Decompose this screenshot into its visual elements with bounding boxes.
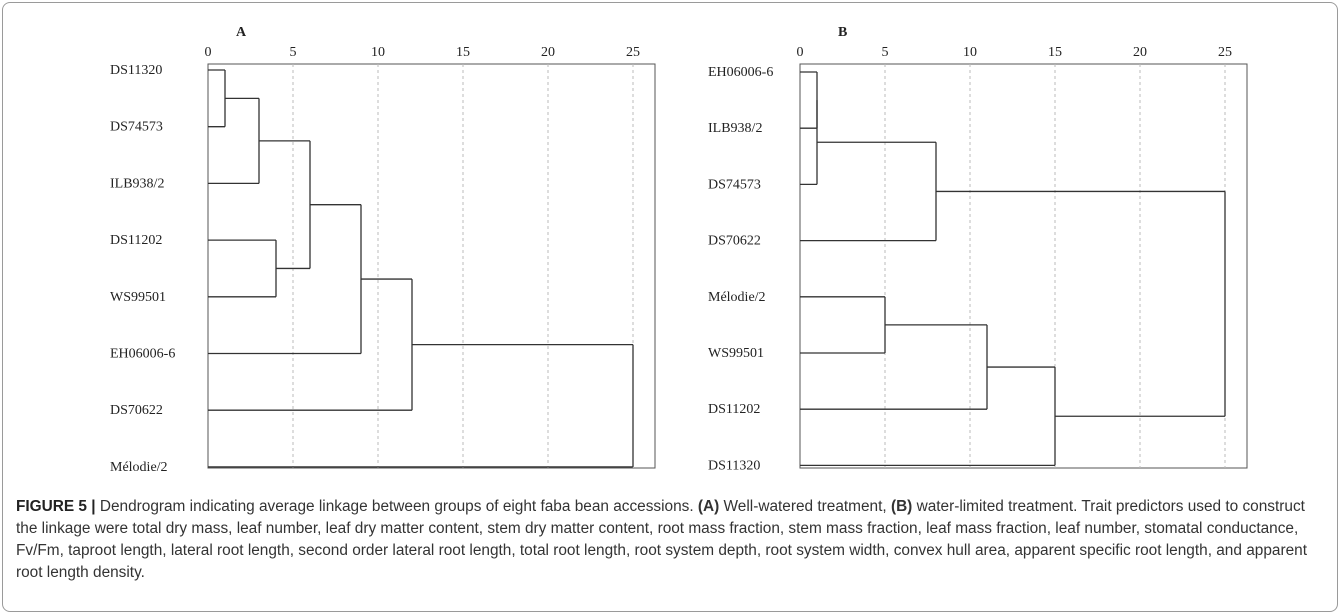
caption-a-label: (A) xyxy=(697,498,720,515)
x-tick-label: 0 xyxy=(797,45,804,60)
x-tick-label: 25 xyxy=(626,45,640,60)
figure-caption: FIGURE 5 | Dendrogram indicating average… xyxy=(16,496,1328,584)
panel-label: B xyxy=(838,25,847,40)
leaf-label: Mélodie/2 xyxy=(708,290,766,305)
leaf-label: DS74573 xyxy=(110,120,163,135)
panel-label: A xyxy=(236,25,247,40)
caption-b-label: (B) xyxy=(890,498,913,515)
leaf-label: DS70622 xyxy=(708,234,761,249)
x-tick-label: 15 xyxy=(456,45,470,60)
caption-a-text: Well-watered treatment, xyxy=(719,498,891,515)
x-tick-label: 10 xyxy=(371,45,385,60)
caption-b-text: water-limited treatment. Trait predictor… xyxy=(16,498,1307,581)
dendrogram-figure: A 0 5 10 15 20 25 DS11320 DS74573 ILB938/2 DS11202… xyxy=(110,25,1248,475)
x-tick-label: 5 xyxy=(882,45,889,60)
leaf-label: EH06006-6 xyxy=(110,347,175,362)
leaf-label: ILB938/2 xyxy=(708,121,762,136)
leaf-label: DS11320 xyxy=(110,63,162,78)
leaf-label: DS11202 xyxy=(708,402,760,417)
leaf-label: DS70622 xyxy=(110,403,163,418)
leaf-label: DS74573 xyxy=(708,177,761,192)
leaf-label: ILB938/2 xyxy=(110,176,164,191)
leaf-label: WS99501 xyxy=(110,290,166,305)
plot-frame xyxy=(799,63,1248,469)
leaf-label: EH06006-6 xyxy=(708,65,773,80)
caption-intro: Dendrogram indicating average linkage be… xyxy=(95,498,698,515)
leaf-label: DS11320 xyxy=(708,458,760,473)
x-tick-label: 15 xyxy=(1048,45,1062,60)
x-tick-label: 0 xyxy=(205,45,212,60)
x-tick-label: 20 xyxy=(1133,45,1147,60)
leaf-label: WS99501 xyxy=(708,346,764,361)
x-tick-label: 25 xyxy=(1218,45,1232,60)
leaf-label: Mélodie/2 xyxy=(110,460,168,475)
plot-frame xyxy=(207,63,656,469)
x-tick-label: 5 xyxy=(290,45,297,60)
x-tick-label: 10 xyxy=(963,45,977,60)
figure-label: FIGURE 5 | xyxy=(16,498,96,515)
leaf-label: DS11202 xyxy=(110,233,162,248)
x-tick-label: 20 xyxy=(541,45,555,60)
